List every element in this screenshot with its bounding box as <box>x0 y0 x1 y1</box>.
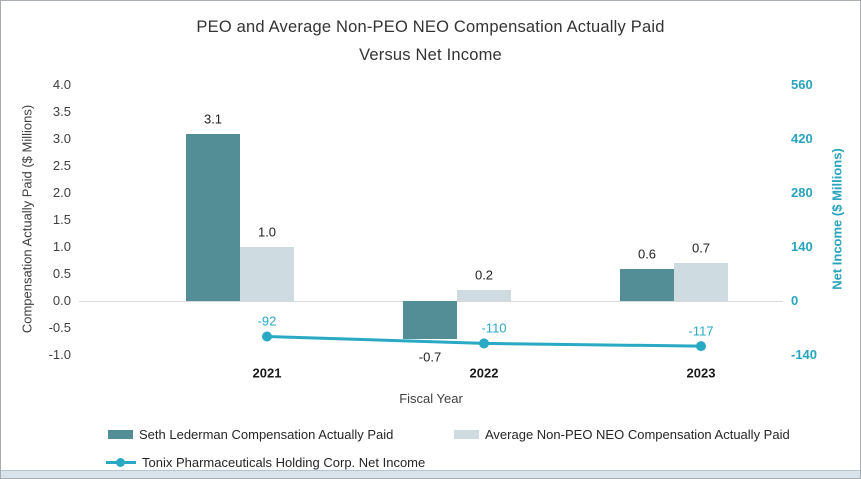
line-point-marker <box>479 338 489 349</box>
left-axis-tick-label: 4.0 <box>52 77 71 92</box>
legend-label-avg-neo-compensation: Average Non-PEO NEO Compensation Actuall… <box>485 427 790 442</box>
chart-title-line2: Versus Net Income <box>359 46 502 64</box>
left-axis-tick-label: 3.0 <box>52 131 71 146</box>
bar-avg-neo-compensation <box>457 290 511 301</box>
right-axis-title: Net Income ($ Millions) <box>829 148 845 290</box>
legend-label-peo-compensation: Seth Lederman Compensation Actually Paid <box>139 427 394 442</box>
bar-peo-compensation <box>403 301 457 339</box>
net-income-line <box>262 331 706 352</box>
chart-title-line1: PEO and Average Non-PEO NEO Compensation… <box>196 18 665 36</box>
peo-bar-swatch-icon <box>108 430 133 439</box>
legend-item-net-income: Tonix Pharmaceuticals Holding Corp. Net … <box>106 455 425 470</box>
x-axis-tick-label: 2021 <box>252 365 282 381</box>
bar-value-label: -0.7 <box>418 349 442 365</box>
left-axis-tick-label: 1.0 <box>52 239 71 254</box>
left-axis-tick-label: -1.0 <box>48 347 71 362</box>
left-axis-tick-label: 3.5 <box>52 104 71 119</box>
left-axis-tick-label: 2.5 <box>52 158 71 173</box>
legend-item-avg-neo-compensation: Average Non-PEO NEO Compensation Actuall… <box>454 427 790 442</box>
right-axis-tick-label: -140 <box>791 347 818 362</box>
net-income-line-swatch-icon <box>106 457 136 468</box>
x-axis-tick-label: 2022 <box>469 365 499 381</box>
right-axis-tick-label: 140 <box>791 239 813 254</box>
x-axis-tick-label: 2023 <box>686 365 716 381</box>
line-point-label: -110 <box>481 320 507 336</box>
left-axis-tick-label: 0.5 <box>52 266 71 281</box>
bar-value-label: 0.7 <box>691 240 711 256</box>
right-axis-tick-label: 560 <box>791 77 813 92</box>
bar-avg-neo-compensation <box>674 263 728 301</box>
chart-title: PEO and Average Non-PEO NEO Compensation… <box>1 13 860 69</box>
avg-neo-bar-swatch-icon <box>454 430 479 439</box>
bar-value-label: 0.6 <box>637 246 657 262</box>
left-axis-tick-label: 1.5 <box>52 212 71 227</box>
legend-item-peo-compensation: Seth Lederman Compensation Actually Paid <box>108 427 393 442</box>
bar-value-label: 3.1 <box>203 111 223 127</box>
line-point-marker <box>262 331 272 342</box>
line-point-label: -92 <box>257 313 277 329</box>
right-axis-tick-label: 0 <box>791 293 799 308</box>
legend-label-net-income: Tonix Pharmaceuticals Holding Corp. Net … <box>142 455 426 470</box>
bar-value-label: 1.0 <box>257 224 277 240</box>
bar-peo-compensation <box>620 268 674 301</box>
line-point-marker <box>696 341 706 352</box>
right-axis-tick-label: 280 <box>791 185 813 200</box>
x-axis-title: Fiscal Year <box>399 391 463 406</box>
plot-area: 3.1 -0.7 0.6 1.0 0.2 0.7 -92 -110 -117 2021 2022 20… <box>79 85 783 381</box>
left-axis-tick-label: 2.0 <box>52 185 71 200</box>
left-axis-tick-label: 0.0 <box>52 293 71 308</box>
line-point-label: -117 <box>688 323 714 339</box>
bar-peo-compensation <box>186 133 240 301</box>
right-axis-tick-label: 420 <box>791 131 813 146</box>
left-axis-tick-label: -0.5 <box>48 320 71 335</box>
bottom-edge-strip <box>1 470 860 478</box>
bar-avg-neo-compensation <box>240 247 294 301</box>
bar-value-label: 0.2 <box>474 267 494 283</box>
